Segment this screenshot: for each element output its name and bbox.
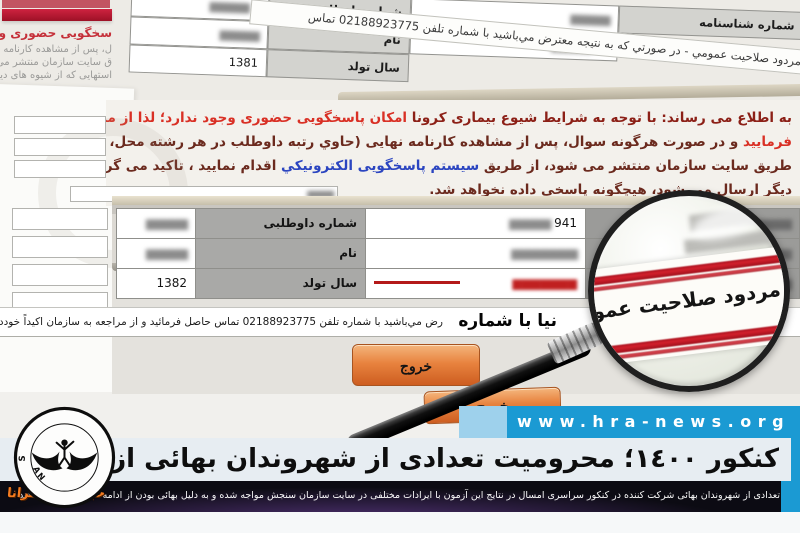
exit-button[interactable]: خروج (352, 344, 480, 386)
magnifier-lens: مردود صلاحیت عمومي (588, 190, 790, 392)
website-url: www.hra-news.org (517, 412, 791, 431)
url-bar: www.hra-news.org (507, 406, 800, 438)
hra-logo: HUMAN RIGHTS ACTIVISTS IN IRAN (13, 406, 116, 509)
id-name-field[interactable]: ▆▆▆▆▆▆▆▆ (365, 238, 586, 269)
side-field[interactable] (12, 208, 108, 230)
notice-line-1: به اطلاع می رساند: با توجه به شرایط شیوع… (106, 110, 792, 126)
fragment-text-line: ل، پس از مشاهده کارنامه نهایی (0, 44, 112, 55)
headline-text: کنکور ١٤٠٠؛ محرومیت تعدادی از شهروندان ب… (14, 444, 779, 474)
headline-band: کنکور ١٤٠٠؛ محرومیت تعدادی از شهروندان ب… (0, 438, 791, 481)
red-banner-stripe (2, 0, 110, 8)
caption-strip: تعدادی از شهروندان بهائی شرکت کننده در ک… (0, 481, 800, 512)
caption-text: تعدادی از شهروندان بهائی شرکت کننده در ک… (18, 490, 780, 501)
strikethrough-line (374, 281, 460, 284)
logo-emblem (31, 439, 98, 471)
side-field[interactable] (12, 236, 108, 258)
fragment-text-line: استهایی که از شیوه های دیگر (0, 70, 112, 81)
strip-accent-square (781, 481, 800, 512)
notice-line-2: فرمایید و در صورت هرگونه سوال، پس از مشا… (106, 134, 792, 150)
candidate-number-field[interactable]: ▆▆▆▆▆ (116, 208, 196, 239)
underlying-text-fragment: نیا با شماره (458, 311, 557, 331)
fragment-text-line: ق سایت سازمان منتشر می شود ، (0, 57, 112, 68)
birth-year-field[interactable]: 1381 (128, 44, 268, 78)
fragment-caption: سخگویی حضوری وجود (0, 26, 112, 40)
birth-year-label: سال تولد (266, 49, 410, 83)
side-field[interactable] (14, 116, 106, 134)
status-field[interactable]: ▆▆▆▆▆▆▆ (365, 268, 586, 299)
name-label: نام (195, 238, 366, 269)
side-field[interactable] (14, 138, 106, 156)
corona-notice-panel: به اطلاع می رساند: با توجه به شرایط شیوع… (106, 100, 800, 206)
red-banner (2, 9, 112, 21)
side-field[interactable] (12, 264, 108, 286)
url-bar-accent (459, 406, 507, 438)
birth-year-field[interactable]: 1382 (116, 268, 196, 299)
birth-year-label: سال تولد (195, 268, 366, 299)
id-number-field[interactable]: ▆▆▆▆▆ 941 (365, 208, 586, 239)
right-accent-strip (791, 406, 800, 481)
notice-line-3: طریق سایت سازمان منتشر می شود، از طریق س… (106, 158, 792, 174)
phone-notice-text: رض مي‌باشيد با شماره تلفن 02188923775 تم… (0, 316, 443, 328)
candidate-number-label: شماره داوطلبی (195, 208, 366, 239)
window-top-edge (112, 196, 800, 205)
side-field[interactable] (14, 160, 106, 178)
name-field[interactable]: ▆▆▆▆▆ (116, 238, 196, 269)
bottom-margin (0, 512, 800, 533)
